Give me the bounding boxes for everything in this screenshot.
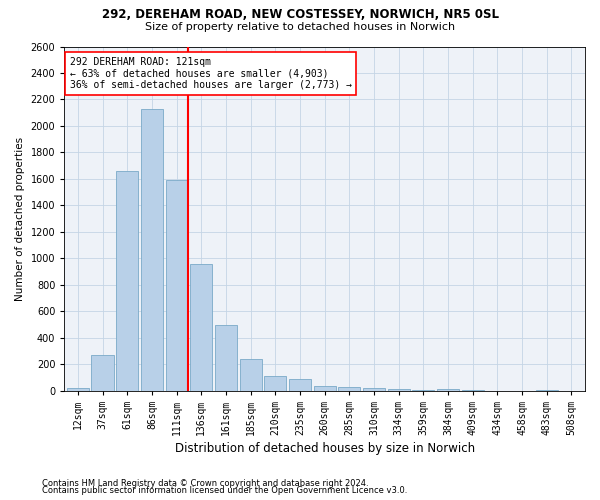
Text: Contains HM Land Registry data © Crown copyright and database right 2024.: Contains HM Land Registry data © Crown c… (42, 478, 368, 488)
Bar (314, 386, 336, 391)
Bar (215, 324, 237, 391)
Text: 292, DEREHAM ROAD, NEW COSTESSEY, NORWICH, NR5 0SL: 292, DEREHAM ROAD, NEW COSTESSEY, NORWIC… (101, 8, 499, 20)
Bar (141, 108, 163, 391)
Bar (363, 388, 385, 391)
Bar (166, 180, 188, 391)
Text: 292 DEREHAM ROAD: 121sqm
← 63% of detached houses are smaller (4,903)
36% of sem: 292 DEREHAM ROAD: 121sqm ← 63% of detach… (70, 57, 352, 90)
Bar (412, 390, 434, 391)
Bar (338, 387, 361, 391)
Bar (536, 390, 558, 391)
X-axis label: Distribution of detached houses by size in Norwich: Distribution of detached houses by size … (175, 442, 475, 455)
Bar (461, 390, 484, 391)
Bar (116, 171, 139, 391)
Text: Size of property relative to detached houses in Norwich: Size of property relative to detached ho… (145, 22, 455, 32)
Bar (190, 264, 212, 391)
Bar (264, 376, 286, 391)
Text: Contains public sector information licensed under the Open Government Licence v3: Contains public sector information licen… (42, 486, 407, 495)
Bar (289, 379, 311, 391)
Bar (437, 389, 459, 391)
Bar (67, 388, 89, 391)
Bar (388, 390, 410, 391)
Bar (239, 359, 262, 391)
Bar (91, 355, 113, 391)
Y-axis label: Number of detached properties: Number of detached properties (15, 136, 25, 300)
